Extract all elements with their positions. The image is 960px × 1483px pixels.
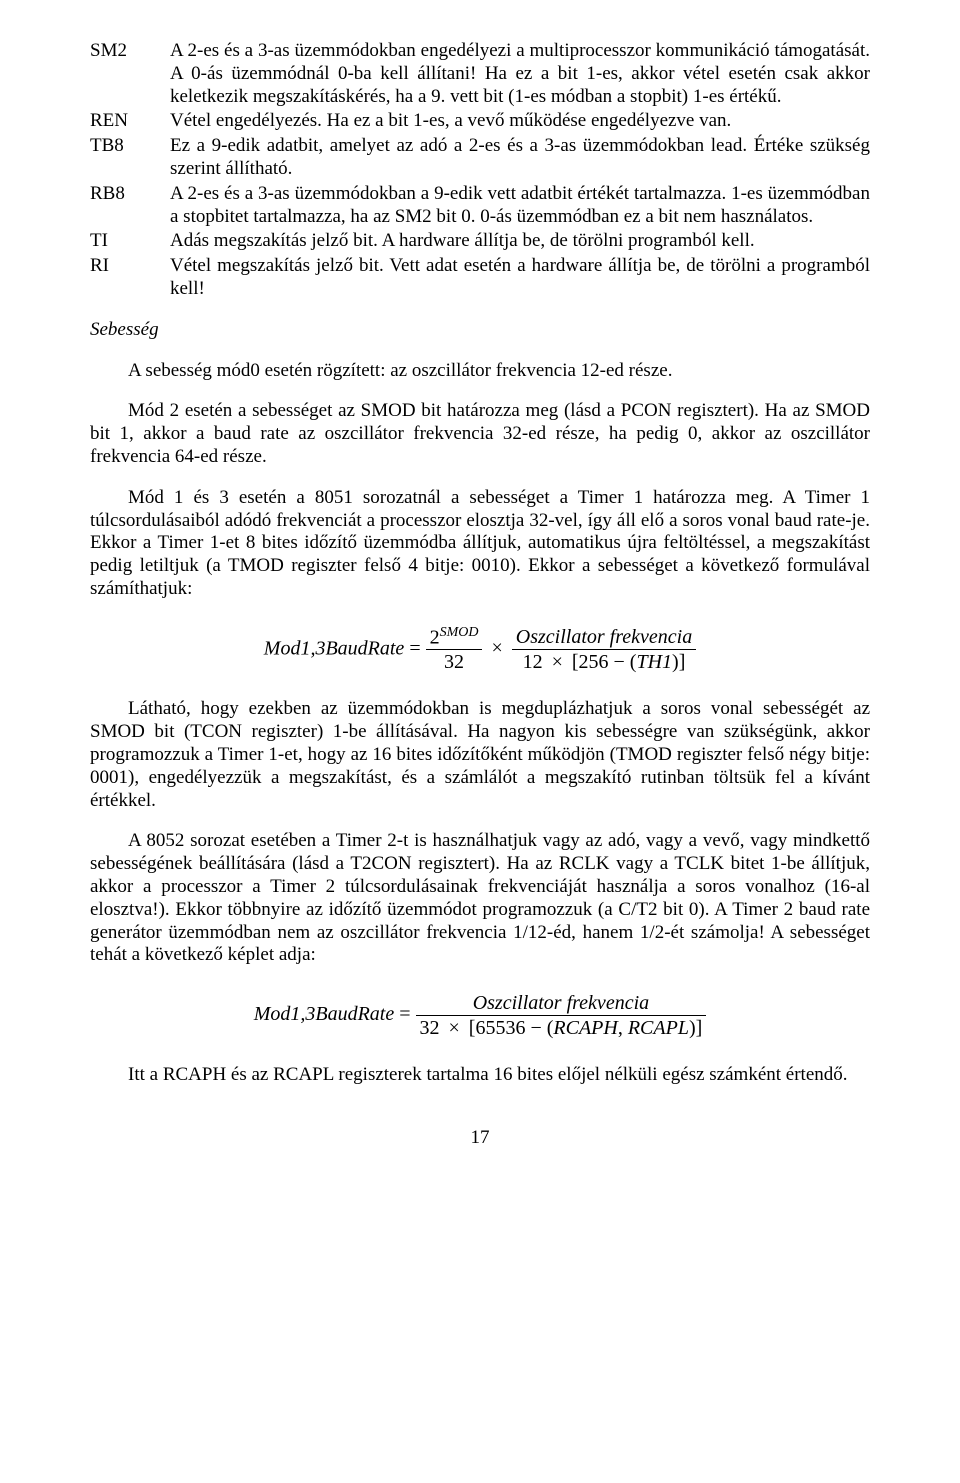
equals-sign: = (399, 1003, 415, 1025)
def-body: Vétel engedélyezés. Ha ez a bit 1-es, a … (170, 110, 870, 133)
value: 2 (430, 626, 440, 648)
page-number: 17 (90, 1127, 870, 1150)
bracket: ] (679, 651, 686, 673)
minus-sign: − (530, 1017, 546, 1039)
value: RCAPH (553, 1017, 617, 1039)
page-content: SM2 A 2-es és a 3-as üzemmódokban engedé… (0, 0, 960, 1190)
def-body: A 2-es és a 3-as üzemmódokban a 9-edik v… (170, 183, 870, 229)
def-body: Adás megszakítás jelző bit. A hardware á… (170, 230, 870, 253)
paragraph: Mód 2 esetén a sebességet az SMOD bit ha… (90, 400, 870, 468)
value: RCAPL (628, 1017, 689, 1039)
fraction: Oszcillator frekvencia 32 × [65536 − (RC… (416, 991, 707, 1040)
def-label: SM2 (90, 40, 170, 108)
formula-baudrate-2: Mod1,3BaudRate = Oszcillator frekvencia … (90, 991, 870, 1040)
denominator: 12 × [256 − (TH1)] (512, 650, 696, 674)
def-label: RB8 (90, 183, 170, 229)
paragraph: A 8052 sorozat esetében a Timer 2-t is h… (90, 830, 870, 967)
times-sign: × (548, 651, 567, 673)
value: 256 (579, 651, 609, 673)
def-sm2: SM2 A 2-es és a 3-as üzemmódokban engedé… (90, 40, 870, 108)
bracket: [ (572, 651, 579, 673)
paragraph: A sebesség mód0 esetén rögzített: az osz… (90, 360, 870, 383)
times-sign: × (487, 637, 506, 659)
def-label: TB8 (90, 135, 170, 181)
def-body: A 2-es és a 3-as üzemmódokban engedélyez… (170, 40, 870, 108)
value: 32 (420, 1017, 440, 1039)
def-ri: RI Vétel megszakítás jelző bit. Vett ada… (90, 255, 870, 301)
fraction: Oszcillator frekvencia 12 × [256 − (TH1)… (512, 625, 696, 674)
def-label: REN (90, 110, 170, 133)
minus-sign: − (614, 651, 630, 673)
paragraph: Mód 1 és 3 esetén a 8051 sorozatnál a se… (90, 487, 870, 601)
numerator: Oszcillator frekvencia (512, 625, 696, 650)
value: 12 (523, 651, 543, 673)
paragraph: Látható, hogy ezekben az üzemmódokban is… (90, 698, 870, 812)
equals-sign: = (409, 637, 425, 659)
def-tb8: TB8 Ez a 9-edik adatbit, amelyet az adó … (90, 135, 870, 181)
paragraph: Itt a RCAPH és az RCAPL regiszterek tart… (90, 1064, 870, 1087)
section-heading: Sebesség (90, 319, 870, 342)
numerator: 2SMOD (426, 625, 483, 651)
denominator: 32 × [65536 − (RCAPH, RCAPL)] (416, 1016, 707, 1040)
def-label: RI (90, 255, 170, 301)
formula-lhs: Mod1,3BaudRate (264, 637, 405, 659)
value: TH1 (636, 651, 672, 673)
def-body: Ez a 9-edik adatbit, amelyet az adó a 2-… (170, 135, 870, 181)
denominator: 32 (426, 650, 483, 674)
def-ti: TI Adás megszakítás jelző bit. A hardwar… (90, 230, 870, 253)
fraction: 2SMOD 32 (426, 625, 483, 675)
times-sign: × (445, 1017, 464, 1039)
def-ren: REN Vétel engedélyezés. Ha ez a bit 1-es… (90, 110, 870, 133)
def-body: Vétel megszakítás jelző bit. Vett adat e… (170, 255, 870, 301)
def-label: TI (90, 230, 170, 253)
numerator: Oszcillator frekvencia (416, 991, 707, 1016)
superscript: SMOD (440, 625, 479, 640)
def-rb8: RB8 A 2-es és a 3-as üzemmódokban a 9-ed… (90, 183, 870, 229)
bracket: ] (696, 1017, 703, 1039)
formula-lhs: Mod1,3BaudRate (254, 1003, 395, 1025)
formula-baudrate-1: Mod1,3BaudRate = 2SMOD 32 × Oszcillator … (90, 625, 870, 675)
value: 65536 (475, 1017, 525, 1039)
